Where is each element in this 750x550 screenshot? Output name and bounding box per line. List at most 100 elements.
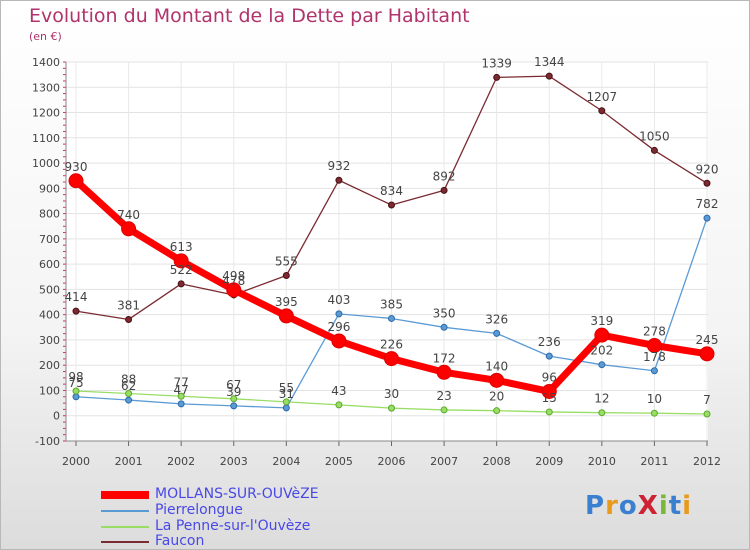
data-label: 920 [696, 162, 719, 176]
data-label: 30 [384, 387, 399, 401]
data-label: 555 [275, 255, 298, 269]
data-point [72, 387, 80, 395]
legend-label: Faucon [155, 533, 205, 549]
data-point [594, 327, 610, 343]
data-label: 140 [485, 359, 508, 373]
data-label: 23 [436, 389, 451, 403]
x-tick-label: 2005 [325, 455, 353, 468]
data-point [331, 333, 347, 349]
y-tick-label: 0 [53, 410, 60, 423]
data-label: 88 [121, 372, 136, 386]
y-tick-label: 600 [39, 258, 60, 271]
legend-label: MOLLANS-SUR-OUVèZE [155, 486, 319, 502]
data-labels-0: 930 740 613 498 395 296 226 172 140 96 319 278 245 [65, 160, 719, 385]
data-label: 67 [226, 378, 241, 392]
data-label: 77 [174, 375, 189, 389]
data-label: 20 [489, 390, 504, 404]
data-point [177, 280, 185, 288]
data-point [335, 176, 343, 184]
x-tick-label: 2012 [693, 455, 721, 468]
legend-swatch [101, 526, 149, 528]
data-point [598, 107, 606, 115]
data-point [489, 372, 505, 388]
data-label: 1207 [587, 90, 618, 104]
logo-letter: P [585, 491, 606, 521]
legend-swatch [101, 510, 149, 512]
y-tick-label: 500 [39, 283, 60, 296]
legend-label: Pierrelongue [155, 502, 243, 518]
x-tick-label: 2002 [167, 455, 195, 468]
logo-letter: i [682, 491, 693, 521]
y-tick-label: 1200 [32, 107, 60, 120]
data-point [230, 402, 238, 410]
data-point [125, 396, 133, 404]
data-label: 395 [275, 295, 298, 309]
legend-swatch [101, 541, 149, 543]
data-label: 892 [433, 169, 456, 183]
data-label: 245 [696, 333, 719, 347]
data-label: 350 [433, 306, 456, 320]
data-label: 12 [594, 392, 609, 406]
data-point [384, 351, 399, 367]
data-label: 296 [327, 320, 350, 334]
legend-label: La Penne-sur-l'Ouvèze [155, 518, 311, 534]
y-tick-label: 1400 [32, 56, 60, 69]
data-label: 498 [222, 269, 245, 283]
data-label: 96 [542, 370, 557, 384]
data-point [646, 337, 662, 353]
data-point [440, 186, 448, 194]
y-tick-label: -100 [35, 435, 60, 448]
data-point [493, 329, 501, 337]
data-label: 15 [542, 391, 557, 405]
logo-letter: o [618, 491, 638, 521]
y-tick-label: 1100 [32, 132, 60, 145]
data-label: 39 [226, 385, 241, 399]
data-point [703, 179, 711, 187]
x-tick-label: 2001 [115, 455, 143, 468]
data-label: 1344 [534, 55, 565, 69]
series-2 [72, 387, 711, 418]
y-tick-label: 900 [39, 182, 60, 195]
data-point [125, 315, 133, 323]
data-point [440, 323, 448, 331]
x-tick-label: 2011 [640, 455, 668, 468]
data-label: 740 [117, 208, 140, 222]
data-point [282, 272, 290, 280]
series-1 [72, 214, 711, 412]
plot-area [66, 62, 708, 441]
y-tick-label: 1000 [32, 157, 60, 170]
data-point [545, 72, 553, 80]
data-label: 202 [590, 344, 613, 358]
proxiti-logo: ProXiti [585, 491, 692, 521]
data-label: 31 [279, 387, 294, 401]
data-label: 326 [485, 312, 508, 326]
data-label: 403 [327, 293, 350, 307]
data-labels-3: 414 381 522 478 555 932 834 892 1339 1344 1207 1050… [65, 55, 719, 312]
y-tick-label: 400 [39, 309, 60, 322]
data-point [278, 308, 294, 324]
data-label: 75 [68, 376, 83, 390]
data-label: 98 [68, 370, 83, 384]
logo-letter: i [658, 491, 669, 521]
data-label: 62 [121, 379, 136, 393]
data-point [177, 400, 185, 408]
data-labels-1: 75 62 47 39 31 403 385 350 326 236 202 178 782 [68, 197, 718, 401]
data-point [703, 410, 711, 418]
legend-swatch [101, 491, 149, 499]
x-tick-label: 2003 [220, 455, 248, 468]
data-label: 782 [696, 197, 719, 211]
x-tick-label: 2000 [62, 455, 90, 468]
data-label: 414 [65, 290, 88, 304]
data-point [541, 383, 557, 399]
data-point [72, 307, 80, 315]
data-point [388, 201, 395, 209]
data-label: 55 [279, 381, 294, 395]
y-tick-label: 100 [39, 384, 60, 397]
data-point [598, 361, 606, 369]
data-point [545, 352, 553, 360]
data-label: 43 [331, 384, 346, 398]
data-label: 930 [65, 160, 88, 174]
data-point [388, 314, 395, 322]
data-label: 932 [327, 159, 350, 173]
data-labels-2: 98 88 77 67 55 43 30 23 20 15 12 10 7 [68, 370, 710, 407]
